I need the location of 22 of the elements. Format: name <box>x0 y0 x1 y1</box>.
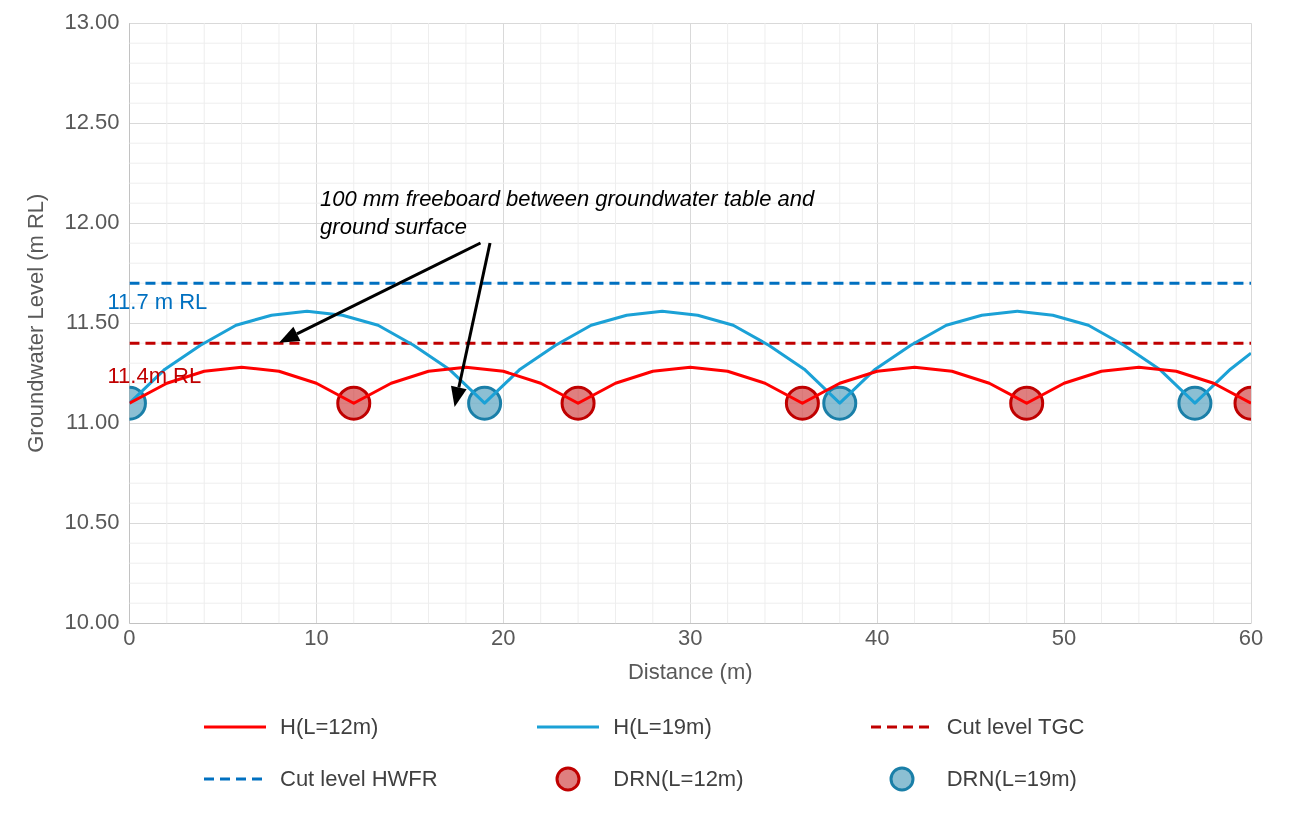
y-tick-label: 10.00 <box>64 609 120 635</box>
annotation: 100 mm freeboard between groundwater table and ground surface <box>320 185 816 242</box>
x-tick-label: 10 <box>304 625 329 651</box>
legend-label: H(L=19m) <box>613 714 712 740</box>
legend-label: DRN(L=19m) <box>946 766 1077 792</box>
y-axis-title: Groundwater Level (m RL) <box>23 193 49 453</box>
y-tick-label: 13.00 <box>64 9 120 35</box>
legend-label: Cut level TGC <box>946 714 1085 740</box>
y-tick-label: 12.00 <box>64 209 120 235</box>
y-tick-label: 11.00 <box>66 409 120 435</box>
legend-label: DRN(L=12m) <box>613 766 744 792</box>
x-tick-label: 50 <box>1051 625 1077 651</box>
legend-label: Cut level HWFR <box>280 766 438 792</box>
x-axis-title: Distance (m) <box>627 658 753 684</box>
y-tick-label: 12.50 <box>64 109 120 135</box>
x-tick-label: 60 <box>1238 625 1264 651</box>
x-tick-label: 40 <box>864 625 890 651</box>
legend-label: H(L=12m) <box>280 714 379 740</box>
x-tick-label: 20 <box>491 625 516 651</box>
x-tick-label: 0 <box>123 625 136 651</box>
x-tick-label: 30 <box>677 625 703 651</box>
y-tick-label: 10.50 <box>64 509 120 535</box>
